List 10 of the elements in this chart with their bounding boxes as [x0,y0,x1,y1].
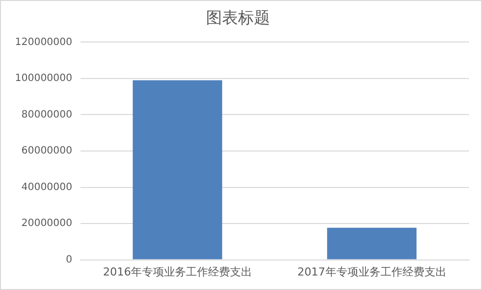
x-tick-label: 2017年专项业务工作经费支出 [297,265,446,278]
x-tick-label: 2016年专项业务工作经费支出 [102,265,252,278]
y-tick-label: 60000000 [21,146,72,157]
y-tick-label: 80000000 [21,109,72,120]
chart-title: 图表标题 [206,8,270,27]
y-tick-label: 40000000 [21,182,72,193]
y-tick-label: 100000000 [14,73,72,84]
y-tick-label: 20000000 [21,218,72,230]
y-tick-label: 0 [66,254,72,266]
y-tick-label: 120000000 [14,36,72,48]
